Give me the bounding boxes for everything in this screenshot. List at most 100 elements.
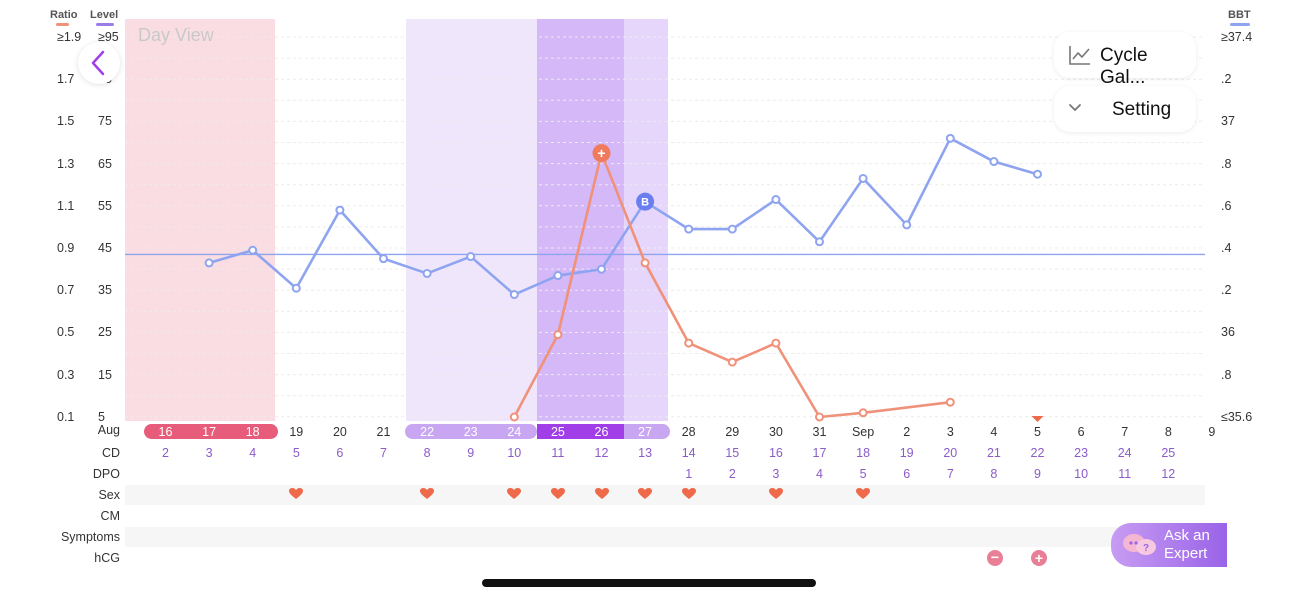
bbt-tick-label: .2 xyxy=(1221,72,1232,87)
date-label[interactable]: 7 xyxy=(1121,425,1129,439)
level-tick-label: 75 xyxy=(98,114,112,129)
date-label[interactable]: 8 xyxy=(1164,425,1172,439)
date-label[interactable]: 5 xyxy=(1034,425,1041,439)
heart-icon[interactable] xyxy=(289,488,304,500)
ratio-point xyxy=(640,258,650,268)
date-label[interactable]: 24 xyxy=(507,425,522,439)
cycle-gallery-button[interactable]: Cycle Gal... xyxy=(1054,32,1196,88)
ratio-tick-label: 1.3 xyxy=(57,156,75,171)
heart-icon[interactable] xyxy=(594,488,609,500)
sex-row-band xyxy=(125,485,1205,505)
bbt-point xyxy=(902,220,912,230)
ratio-tick-label: 0.3 xyxy=(57,367,75,382)
home-indicator[interactable] xyxy=(482,579,816,587)
date-label[interactable]: 23 xyxy=(463,425,478,439)
ask-expert-button[interactable]: ? Ask an Expert xyxy=(1111,523,1227,567)
bbt-tick-label: .6 xyxy=(1221,198,1232,213)
date-label[interactable]: 4 xyxy=(990,425,998,439)
bbt-tick-label: ≤35.6 xyxy=(1221,409,1253,424)
ratio-point xyxy=(684,338,694,348)
heart-icon[interactable] xyxy=(856,488,871,500)
date-label[interactable]: 30 xyxy=(768,425,783,439)
date-label[interactable]: 6 xyxy=(1077,425,1085,439)
level-tick-label: 5 xyxy=(98,409,105,424)
cd-row-label: CD xyxy=(101,446,120,460)
date-label[interactable]: 16 xyxy=(158,425,173,439)
date-label[interactable]: 19 xyxy=(289,425,304,439)
bbt-series-line xyxy=(208,137,1038,296)
chevron-left-icon xyxy=(91,50,105,76)
bbt-point xyxy=(553,271,563,281)
dpo-value: 3 xyxy=(772,467,780,481)
date-label[interactable]: 17 xyxy=(202,425,217,439)
setting-label: Setting xyxy=(1112,99,1172,120)
bbt-point xyxy=(815,237,824,247)
hcg-positive-icon[interactable]: + xyxy=(1031,550,1047,566)
bbt-tick-label: 37 xyxy=(1221,114,1235,129)
cd-value: 20 xyxy=(943,446,958,460)
heart-icon[interactable] xyxy=(507,488,522,500)
day-view-label: Day View xyxy=(138,25,214,45)
cd-value: 2 xyxy=(162,446,169,460)
dpo-value: 12 xyxy=(1161,467,1176,481)
cd-value: 5 xyxy=(292,446,300,460)
ratio-peak-marker xyxy=(592,144,611,163)
back-button[interactable] xyxy=(78,42,120,84)
ratio-point xyxy=(553,330,563,340)
cycle-gallery-label: Cycle Gal... xyxy=(1100,45,1148,88)
dpo-value: 1 xyxy=(685,467,693,481)
cd-value: 13 xyxy=(638,446,653,460)
dpo-value: 9 xyxy=(1034,467,1041,481)
heart-icon[interactable] xyxy=(768,488,783,500)
chat-bubbles-icon: ? xyxy=(1123,534,1156,555)
chevron-down-icon xyxy=(1069,104,1081,112)
dpo-value: 7 xyxy=(946,467,954,481)
bbt-point xyxy=(422,268,432,278)
level-tick-label: 15 xyxy=(98,367,112,382)
date-label[interactable]: 25 xyxy=(550,425,565,439)
symptoms-row-band xyxy=(125,527,1205,547)
hcg-negative-icon[interactable]: − xyxy=(987,550,1003,566)
heart-icon[interactable] xyxy=(420,488,435,500)
date-label[interactable]: 22 xyxy=(420,425,435,439)
level-tick-label: 35 xyxy=(98,283,112,298)
bbt-point xyxy=(204,258,214,268)
date-row-label: Aug xyxy=(97,423,120,437)
bbt-axis-title: BBT xyxy=(1228,9,1251,21)
ratio-tick-label: 0.1 xyxy=(57,409,75,424)
date-label[interactable]: 31 xyxy=(812,425,827,439)
cd-value: 17 xyxy=(812,446,827,460)
ratio-point xyxy=(771,338,781,348)
level-legend-swatch xyxy=(96,23,114,26)
bbt-point xyxy=(379,254,388,264)
heart-icon[interactable] xyxy=(681,488,696,500)
date-label[interactable]: Sep xyxy=(851,425,875,439)
ratio-point xyxy=(815,412,824,422)
date-label[interactable]: 29 xyxy=(725,425,740,439)
date-label[interactable]: 26 xyxy=(594,425,609,439)
bbt-tick-label: ≥37.4 xyxy=(1221,30,1253,44)
cd-value: 25 xyxy=(1161,446,1176,460)
bbt-tick-label: 36 xyxy=(1221,325,1235,340)
date-label[interactable]: 28 xyxy=(681,425,696,439)
bbt-point xyxy=(509,290,519,300)
ratio-tick-label: 0.5 xyxy=(57,325,75,340)
bbt-point xyxy=(771,195,781,205)
cd-value: 10 xyxy=(507,446,522,460)
date-label[interactable]: 2 xyxy=(903,425,911,439)
heart-icon[interactable] xyxy=(638,488,653,500)
date-label[interactable]: 20 xyxy=(332,425,347,439)
setting-button[interactable]: Setting xyxy=(1054,86,1196,132)
bbt-point xyxy=(684,224,694,234)
date-label[interactable]: 9 xyxy=(1208,425,1216,439)
date-label[interactable]: 3 xyxy=(946,425,954,439)
heart-icon[interactable] xyxy=(550,488,565,500)
bbt-point xyxy=(335,205,345,215)
ask-expert-label-1: Ask an xyxy=(1164,527,1210,544)
date-label[interactable]: 27 xyxy=(638,425,653,439)
date-label[interactable]: 18 xyxy=(245,425,260,439)
fertile-pill-light xyxy=(405,424,537,439)
bbt-point xyxy=(291,283,301,293)
date-label[interactable]: 21 xyxy=(376,425,391,439)
